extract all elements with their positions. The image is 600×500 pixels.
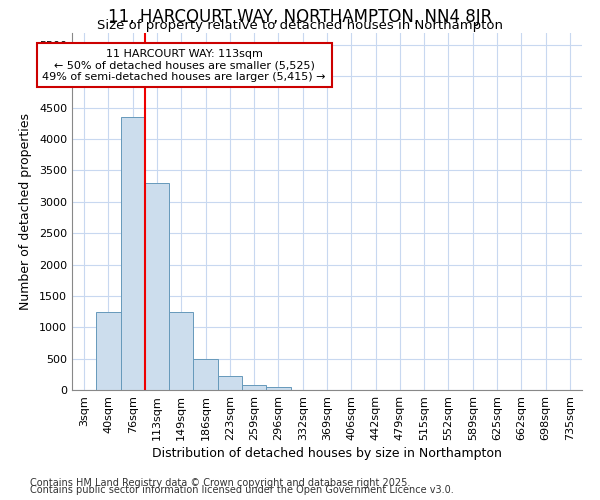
Bar [242,386,266,390]
Text: Size of property relative to detached houses in Northampton: Size of property relative to detached ho… [97,19,503,32]
Bar [169,312,193,390]
Bar [193,358,218,390]
Text: 11 HARCOURT WAY: 113sqm
← 50% of detached houses are smaller (5,525)
49% of semi: 11 HARCOURT WAY: 113sqm ← 50% of detache… [43,48,326,82]
X-axis label: Distribution of detached houses by size in Northampton: Distribution of detached houses by size … [152,447,502,460]
Text: 11, HARCOURT WAY, NORTHAMPTON, NN4 8JR: 11, HARCOURT WAY, NORTHAMPTON, NN4 8JR [108,8,492,26]
Bar [218,376,242,390]
Bar [96,312,121,390]
Y-axis label: Number of detached properties: Number of detached properties [19,113,32,310]
Text: Contains public sector information licensed under the Open Government Licence v3: Contains public sector information licen… [30,485,454,495]
Bar [121,117,145,390]
Bar [145,183,169,390]
Text: Contains HM Land Registry data © Crown copyright and database right 2025.: Contains HM Land Registry data © Crown c… [30,478,410,488]
Bar [266,387,290,390]
